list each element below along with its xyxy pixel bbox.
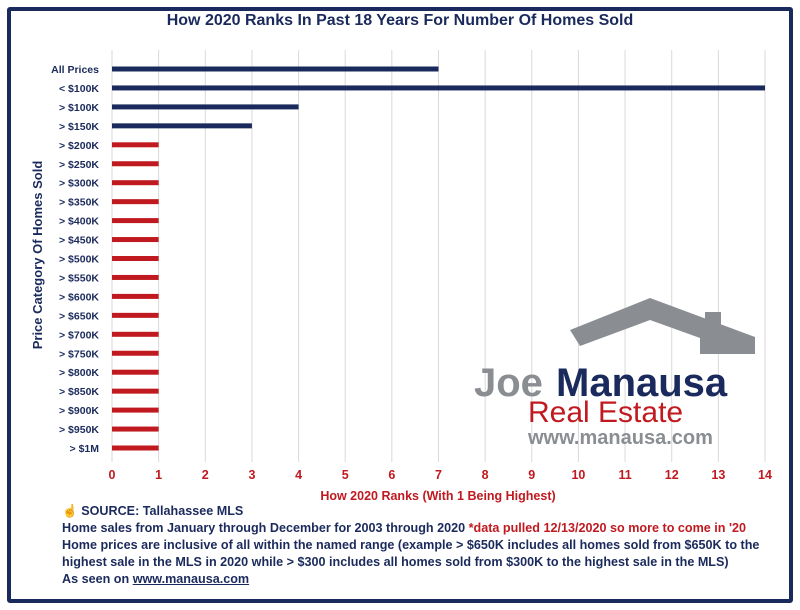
y-tick-label: > $200K xyxy=(59,140,99,152)
y-tick-label: > $650K xyxy=(59,310,99,322)
joe-manausa-logo: Joe Manausa Real Estate www.manausa.com xyxy=(474,298,755,449)
x-tick-label: 6 xyxy=(388,468,395,482)
bar xyxy=(112,218,159,224)
y-tick-label: < $100K xyxy=(59,83,99,95)
bar xyxy=(112,312,159,318)
x-tick-label: 8 xyxy=(482,468,489,482)
bar xyxy=(112,256,159,261)
y-tick-label: > $850K xyxy=(59,386,99,398)
y-tick-label: > $900K xyxy=(59,405,99,417)
x-tick-label: 11 xyxy=(618,468,631,482)
bar xyxy=(112,142,159,148)
y-tick-label: > $150K xyxy=(59,121,99,133)
bar xyxy=(112,293,159,299)
x-tick-label: 0 xyxy=(109,468,116,482)
x-tick-label: 4 xyxy=(295,468,302,482)
x-tick-label: 12 xyxy=(665,468,679,482)
bar xyxy=(112,104,299,110)
y-tick-labels: All Prices < $100K > $100K > $150K > $200K > … xyxy=(51,64,99,455)
x-tick-label: 7 xyxy=(435,468,442,482)
logo-joe: Joe xyxy=(474,361,543,405)
y-tick-label: > $700K xyxy=(59,329,99,341)
y-tick-label: > $950K xyxy=(59,424,99,436)
footer-line-2: Home prices are inclusive of all within … xyxy=(62,538,760,569)
x-tick-label: 2 xyxy=(202,468,209,482)
chart-title: How 2020 Ranks In Past 18 Years For Numb… xyxy=(166,12,634,29)
hand-icon: ☝ xyxy=(62,504,78,518)
bar xyxy=(112,369,159,375)
footer-line-1-text: Home sales from January through December… xyxy=(62,521,469,535)
x-tick-label: 10 xyxy=(571,468,585,482)
y-tick-label: > $250K xyxy=(59,159,99,171)
bar xyxy=(112,66,439,72)
bar xyxy=(112,180,159,186)
x-tick-label: 1 xyxy=(155,468,162,482)
y-tick-label: > $550K xyxy=(59,272,99,284)
footer-line-1: Home sales from January through December… xyxy=(62,520,792,537)
footer-line-3-prefix: As seen on xyxy=(62,572,133,586)
source-text: SOURCE: Tallahassee MLS xyxy=(81,504,244,518)
y-tick-label: > $100K xyxy=(59,102,99,114)
x-tick-labels: 0 1 2 3 4 5 6 7 8 9 10 11 12 13 14 xyxy=(109,468,772,482)
manausa-link[interactable]: www.manausa.com xyxy=(132,572,250,586)
x-tick-label: 14 xyxy=(758,468,772,482)
chart-footer: ☝ SOURCE: Tallahassee MLS Home sales fro… xyxy=(62,503,792,588)
bar xyxy=(112,85,765,91)
bar xyxy=(112,388,159,394)
y-tick-label: > $300K xyxy=(59,178,99,190)
footer-line-3: As seen on www.manausa.com xyxy=(62,571,792,588)
bar xyxy=(112,350,159,356)
bar xyxy=(112,123,252,129)
bar xyxy=(112,445,159,451)
y-tick-label: > $1M xyxy=(70,443,100,455)
footer-data-note: *data pulled 12/13/2020 so more to come … xyxy=(468,521,746,535)
y-tick-label: > $350K xyxy=(59,197,99,209)
logo-url: www.manausa.com xyxy=(527,427,713,449)
logo-manausa: Manausa xyxy=(556,361,728,405)
gridlines xyxy=(111,50,766,462)
bar xyxy=(112,199,159,205)
house-roof-icon xyxy=(570,298,755,354)
x-tick-label: 9 xyxy=(528,468,535,482)
y-tick-label: > $450K xyxy=(59,235,99,247)
bar xyxy=(112,407,159,413)
chimney-icon xyxy=(705,312,721,338)
x-tick-label: 3 xyxy=(248,468,255,482)
bar xyxy=(112,331,159,337)
y-tick-label: > $500K xyxy=(59,254,99,266)
y-tick-label: > $400K xyxy=(59,216,99,228)
x-tick-label: 5 xyxy=(342,468,349,482)
y-axis-label: Price Category Of Homes Sold xyxy=(30,161,45,350)
bar xyxy=(112,237,159,243)
bar xyxy=(112,426,159,432)
y-tick-label: > $750K xyxy=(59,348,99,360)
bars xyxy=(112,66,765,451)
x-tick-label: 13 xyxy=(711,468,725,482)
logo-real-estate: Real Estate xyxy=(528,396,683,429)
y-tick-label: > $800K xyxy=(59,367,99,379)
y-tick-label: All Prices xyxy=(51,64,99,76)
bar xyxy=(112,274,159,280)
y-tick-label: > $600K xyxy=(59,291,99,303)
bar xyxy=(112,161,159,167)
x-axis-label: How 2020 Ranks (With 1 Being Highest) xyxy=(320,489,555,503)
source-line: ☝ SOURCE: Tallahassee MLS xyxy=(62,503,792,520)
